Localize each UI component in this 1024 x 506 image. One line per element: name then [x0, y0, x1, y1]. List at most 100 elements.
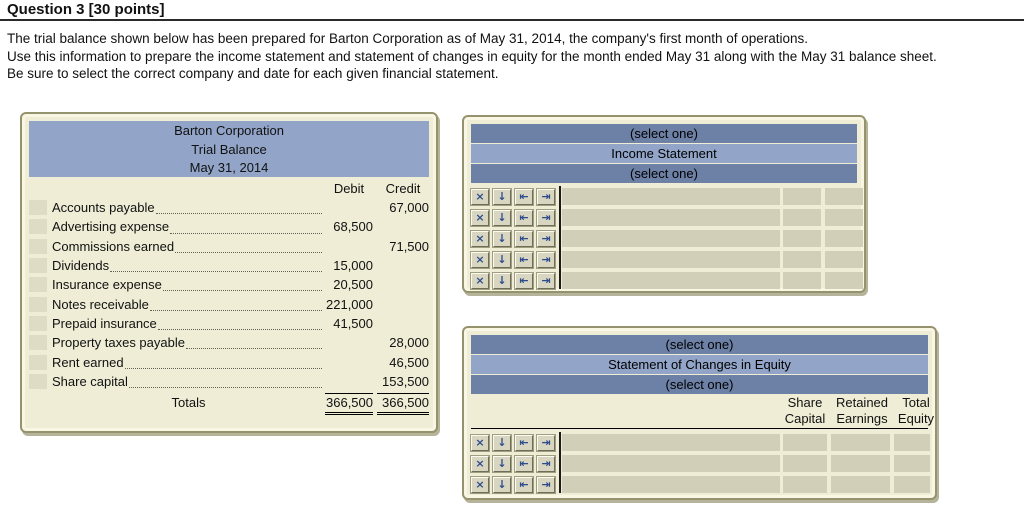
move-down-button[interactable]: ↓	[493, 209, 511, 226]
amount-input[interactable]	[825, 230, 863, 247]
row-separator-line	[559, 186, 561, 289]
share-capital-input[interactable]	[783, 476, 827, 493]
total-equity-input[interactable]	[894, 434, 930, 451]
amount-input[interactable]	[783, 209, 821, 226]
row-handle	[29, 238, 47, 254]
retained-earnings-input[interactable]	[831, 455, 890, 472]
totals-credit: 366,500	[377, 392, 429, 415]
page-title: Question 3 [30 points]	[7, 1, 165, 18]
delete-row-button[interactable]: ×	[471, 434, 489, 451]
amount-input[interactable]	[825, 188, 863, 205]
retained-earnings-input[interactable]	[831, 476, 890, 493]
move-right-button[interactable]: ⇥	[537, 209, 555, 226]
retained-earnings-input[interactable]	[831, 434, 890, 451]
delete-row-button[interactable]: ×	[471, 188, 489, 205]
line-description-input[interactable]	[562, 188, 780, 205]
delete-row-button[interactable]: ×	[471, 476, 489, 493]
delete-row-button[interactable]: ×	[471, 251, 489, 268]
account-name: Notes receivable	[52, 296, 149, 312]
move-down-button[interactable]: ↓	[493, 272, 511, 289]
amount-input[interactable]	[783, 251, 821, 268]
amount-input[interactable]	[783, 188, 821, 205]
totals-row: Totals 366,500 366,500	[29, 392, 429, 415]
move-right-button[interactable]: ⇥	[537, 455, 555, 472]
move-left-button[interactable]: ⇤	[515, 209, 533, 226]
credit-amount: 67,000	[389, 200, 429, 216]
company-select-bar[interactable]: (select one)	[471, 124, 857, 143]
title-divider	[0, 19, 1024, 21]
line-description-input[interactable]	[562, 476, 780, 493]
move-left-button[interactable]: ⇤	[515, 188, 533, 205]
share-capital-input[interactable]	[783, 455, 827, 472]
amount-input[interactable]	[825, 209, 863, 226]
move-left-button[interactable]: ⇤	[515, 476, 533, 493]
delete-row-button[interactable]: ×	[471, 230, 489, 247]
line-description-input[interactable]	[562, 209, 780, 226]
move-left-button[interactable]: ⇤	[515, 251, 533, 268]
statement-date: May 31, 2014	[189, 160, 269, 176]
totals-debit: 366,500	[325, 392, 373, 415]
retained-earnings-column-header: Retained Earnings	[835, 395, 889, 426]
move-right-button[interactable]: ⇥	[537, 230, 555, 247]
amount-input[interactable]	[825, 272, 863, 289]
move-right-button[interactable]: ⇥	[537, 476, 555, 493]
move-down-button[interactable]: ↓	[493, 476, 511, 493]
statement-row: × ↓ ⇤ ⇥	[471, 474, 930, 495]
move-down-button[interactable]: ↓	[493, 434, 511, 451]
amount-input[interactable]	[825, 251, 863, 268]
statement-title-bar: Statement of Changes in Equity	[471, 355, 928, 374]
line-description-input[interactable]	[562, 272, 780, 289]
trial-balance-row: Commissions earned 71,500	[29, 237, 429, 256]
move-left-button[interactable]: ⇤	[515, 455, 533, 472]
move-down-button[interactable]: ↓	[493, 251, 511, 268]
date-select-bar[interactable]: (select one)	[471, 164, 857, 183]
share-capital-input[interactable]	[783, 434, 827, 451]
trial-balance-row: Accounts payable 67,000	[29, 198, 429, 217]
debit-amount: 221,000	[326, 296, 373, 312]
statement-row: × ↓ ⇤ ⇥	[471, 228, 863, 249]
account-name: Property taxes payable	[52, 335, 185, 351]
account-name: Insurance expense	[52, 277, 162, 293]
trial-balance-row: Property taxes payable 28,000	[29, 333, 429, 352]
dotted-leader	[185, 348, 322, 350]
move-right-button[interactable]: ⇥	[537, 434, 555, 451]
line-description-input[interactable]	[562, 230, 780, 247]
row-handle	[29, 200, 47, 216]
line-description-input[interactable]	[562, 455, 780, 472]
move-right-button[interactable]: ⇥	[537, 272, 555, 289]
move-down-button[interactable]: ↓	[493, 230, 511, 247]
total-equity-column-header: Total Equity	[897, 395, 935, 426]
row-handle	[29, 258, 47, 274]
equity-header-underline	[471, 428, 928, 429]
delete-row-button[interactable]: ×	[471, 455, 489, 472]
account-name: Rent earned	[52, 354, 124, 370]
delete-row-button[interactable]: ×	[471, 209, 489, 226]
statement-row: × ↓ ⇤ ⇥	[471, 249, 863, 270]
trial-balance-panel: Barton Corporation Trial Balance May 31,…	[20, 112, 438, 433]
delete-row-button[interactable]: ×	[471, 272, 489, 289]
move-left-button[interactable]: ⇤	[515, 230, 533, 247]
line-description-input[interactable]	[562, 434, 780, 451]
totals-label: Totals	[171, 394, 206, 410]
share-capital-column-header: Share Capital	[784, 395, 826, 426]
amount-input[interactable]	[783, 272, 821, 289]
row-handle	[29, 373, 47, 389]
dotted-leader	[128, 386, 322, 388]
move-down-button[interactable]: ↓	[493, 188, 511, 205]
move-left-button[interactable]: ⇤	[515, 434, 533, 451]
move-left-button[interactable]: ⇤	[515, 272, 533, 289]
total-equity-input[interactable]	[894, 476, 930, 493]
line-description-input[interactable]	[562, 251, 780, 268]
move-down-button[interactable]: ↓	[493, 455, 511, 472]
equity-statement-panel: (select one) Statement of Changes in Equ…	[462, 326, 937, 500]
statement-row: × ↓ ⇤ ⇥	[471, 432, 930, 453]
amount-input[interactable]	[783, 230, 821, 247]
total-equity-input[interactable]	[894, 455, 930, 472]
move-right-button[interactable]: ⇥	[537, 251, 555, 268]
trial-balance-rows: Accounts payable 67,000 Advertising expens…	[29, 198, 429, 391]
income-statement-panel: (select one) Income Statement (select on…	[462, 115, 866, 293]
date-select-bar[interactable]: (select one)	[471, 375, 928, 394]
dotted-leader	[170, 232, 322, 234]
move-right-button[interactable]: ⇥	[537, 188, 555, 205]
company-select-bar[interactable]: (select one)	[471, 335, 928, 354]
